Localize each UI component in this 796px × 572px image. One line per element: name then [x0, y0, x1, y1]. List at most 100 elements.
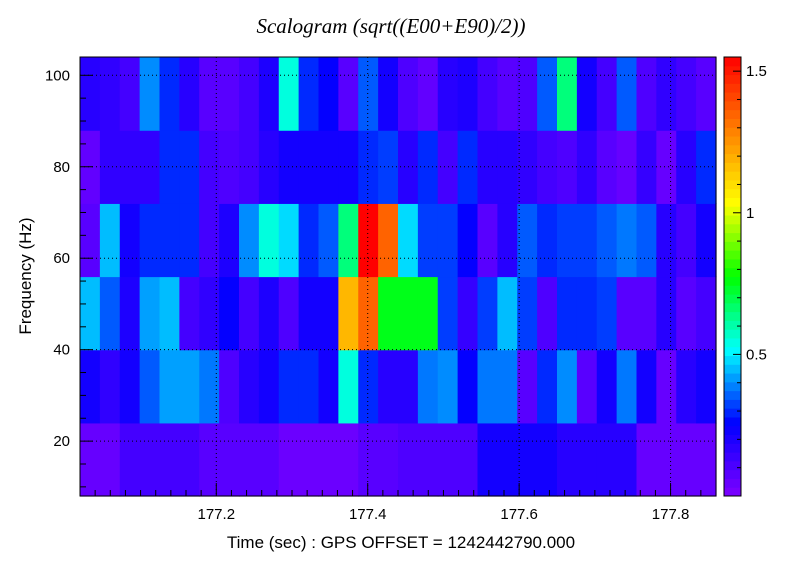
heatmap-cell-band5-8: [239, 57, 260, 131]
heatmap-cell-band5-30: [676, 57, 697, 131]
heatmap-cell-band4-5: [179, 130, 200, 204]
heatmap-cell-band5-21: [497, 57, 518, 131]
colorbar-swatch-24: [724, 276, 741, 286]
heatmap-cell-band3-12: [318, 203, 339, 278]
x-tick-label-0: 177.2: [198, 506, 236, 523]
heatmap-cell-band2-12: [318, 276, 339, 351]
colorbar-swatch-19: [724, 320, 741, 330]
colorbar-frame: [723, 56, 742, 497]
colorbar-swatch-34: [724, 188, 741, 198]
heatmap-cell-band2-26: [596, 276, 618, 351]
heatmap-cell-band2-0: [80, 276, 101, 351]
heatmap-cell-band1-5: [179, 349, 200, 424]
heatmap-cell-band2-5: [179, 276, 200, 351]
heatmap-cell-band1-10: [278, 349, 300, 424]
heatmap-cell-band2-13: [338, 276, 359, 351]
heatmap-cell-band0-11: [517, 422, 558, 497]
heatmap-cell-band5-22: [517, 57, 538, 131]
heatmap-cell-band3-15: [378, 203, 399, 278]
colorbar-swatch-45: [724, 92, 741, 102]
heatmap-cell-band2-29: [656, 276, 677, 351]
colorbar-swatch-36: [724, 171, 741, 181]
heatmap-cell-band3-11: [298, 203, 320, 278]
heatmap-cell-band1-25: [576, 349, 598, 424]
heatmap-cell-band0-7: [358, 422, 399, 497]
heatmap-cell-band1-21: [497, 349, 518, 424]
colorbar-swatch-49: [724, 57, 741, 67]
colorbar-tick-label-1: 1: [746, 205, 754, 222]
heatmap-cell-band4-27: [616, 130, 638, 204]
heatmap-cell-band2-30: [676, 276, 697, 351]
colorbar-swatch-13: [724, 373, 741, 383]
y-tick-label-4: 100: [45, 67, 70, 84]
heatmap-cell-band5-3: [139, 57, 161, 131]
heatmap-cell-band4-1: [99, 130, 121, 204]
heatmap-cell-band0-1: [119, 422, 161, 497]
heatmap-cell-band2-10: [278, 276, 300, 351]
heatmap-cell-band2-22: [517, 276, 538, 351]
heatmap-cell-band3-26: [596, 203, 618, 278]
heatmap-cell-band5-14: [358, 57, 379, 131]
heatmap-cell-band5-5: [179, 57, 200, 131]
heatmap-cell-band3-10: [278, 203, 300, 278]
colorbar-swatch-20: [724, 311, 741, 321]
colorbar-swatch-3: [724, 460, 741, 471]
heatmap-cell-band4-21: [497, 130, 518, 204]
heatmap-cell-band4-26: [596, 130, 618, 204]
heatmap-cell-band2-21: [497, 276, 518, 351]
heatmap-cell-band4-25: [576, 130, 598, 204]
colorbar-swatch-37: [724, 162, 741, 172]
heatmap-cell-band3-28: [636, 203, 657, 278]
colorbar-swatch-9: [724, 408, 741, 418]
colorbar-swatch-46: [724, 83, 741, 93]
heatmap-cell-band2-16: [398, 276, 419, 351]
heatmap-cell-band1-18: [437, 349, 459, 424]
colorbar-swatch-22: [724, 294, 741, 304]
heatmap-cell-band4-9: [258, 130, 280, 204]
heatmap-cell-band1-6: [199, 349, 220, 424]
heatmap-cell-band1-2: [119, 349, 141, 424]
y-tick-label-0: 20: [53, 433, 70, 450]
heatmap-cell-band2-3: [139, 276, 161, 351]
heatmap-cell-band5-26: [596, 57, 618, 131]
y-axis-title: Frequency (Hz): [16, 217, 35, 334]
heatmap-cell-band1-17: [417, 349, 439, 424]
colorbar-swatch-28: [724, 241, 741, 251]
colorbar-swatch-31: [724, 215, 741, 225]
heatmap-cell-band2-28: [636, 276, 657, 351]
heatmap-cell-band0-8: [398, 422, 439, 497]
heatmap-cell-band1-31: [696, 349, 717, 424]
x-tick-label-2: 177.6: [500, 506, 538, 523]
heatmap-cell-band2-23: [537, 276, 558, 351]
heatmap-cell-band5-4: [159, 57, 180, 131]
colorbar-swatch-2: [724, 469, 741, 479]
colorbar-swatch-23: [724, 285, 741, 295]
colorbar-swatch-43: [724, 109, 741, 119]
heatmap-cell-band3-1: [99, 203, 121, 278]
heatmap-cell-band3-2: [119, 203, 141, 278]
y-tick-label-3: 80: [53, 159, 70, 176]
heatmap-cell-band0-2: [159, 422, 200, 497]
heatmap-cell-band2-9: [258, 276, 280, 351]
heatmap-cell-band5-7: [219, 57, 240, 131]
heatmap-cell-band4-6: [199, 130, 220, 204]
heatmap-cell-band5-19: [457, 57, 479, 131]
colorbar-swatch-12: [724, 381, 741, 392]
colorbar-swatch-40: [724, 136, 741, 146]
heatmap-cell-band4-23: [537, 130, 558, 204]
heatmap-cell-band1-3: [139, 349, 161, 424]
heatmap-cell-band0-12: [557, 422, 598, 497]
heatmap-cell-band5-2: [119, 57, 141, 131]
heatmap-cell-band2-18: [437, 276, 459, 351]
heatmap-cell-band2-4: [159, 276, 180, 351]
heatmap-cell-band1-13: [338, 349, 359, 424]
heatmap-cell-band2-14: [358, 276, 379, 351]
heatmap-cell-band0-6: [318, 422, 359, 497]
heatmap-cell-band0-9: [437, 422, 479, 497]
heatmap-cell-band4-31: [696, 130, 717, 204]
heatmap-cell-band1-16: [398, 349, 419, 424]
colorbar-swatch-41: [724, 127, 741, 137]
heatmap-cell-band1-0: [80, 349, 101, 424]
colorbar-swatch-11: [724, 390, 741, 400]
colorbar-tick-label-0: 0.5: [746, 346, 767, 363]
